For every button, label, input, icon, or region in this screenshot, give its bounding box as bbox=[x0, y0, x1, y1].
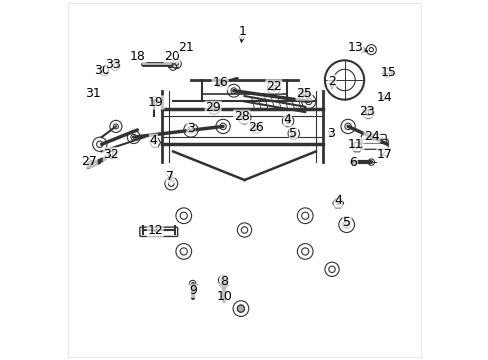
Text: 5: 5 bbox=[289, 127, 297, 140]
Text: 11: 11 bbox=[347, 138, 363, 151]
Text: 25: 25 bbox=[296, 87, 311, 100]
Circle shape bbox=[237, 305, 244, 312]
Text: 4: 4 bbox=[333, 194, 341, 207]
Text: 23: 23 bbox=[358, 105, 374, 118]
Text: 24: 24 bbox=[364, 130, 379, 143]
Text: 6: 6 bbox=[349, 156, 357, 168]
Text: 9: 9 bbox=[188, 284, 196, 297]
Text: 17: 17 bbox=[376, 148, 392, 161]
Text: 5: 5 bbox=[342, 216, 350, 229]
Text: 22: 22 bbox=[265, 80, 281, 93]
Text: 15: 15 bbox=[380, 66, 396, 78]
Text: 26: 26 bbox=[247, 121, 263, 134]
Text: 16: 16 bbox=[212, 76, 227, 89]
Text: 20: 20 bbox=[163, 50, 180, 63]
Text: 14: 14 bbox=[376, 91, 392, 104]
Text: 1: 1 bbox=[238, 25, 246, 38]
Text: 3: 3 bbox=[186, 122, 194, 135]
Text: 18: 18 bbox=[130, 50, 146, 63]
Text: 4: 4 bbox=[283, 113, 291, 126]
Text: 8: 8 bbox=[220, 275, 228, 288]
Text: 29: 29 bbox=[205, 102, 221, 114]
Text: 12: 12 bbox=[147, 224, 163, 237]
Text: 3: 3 bbox=[326, 127, 334, 140]
Text: 13: 13 bbox=[347, 41, 363, 54]
Text: 27: 27 bbox=[81, 155, 97, 168]
Text: 19: 19 bbox=[148, 96, 163, 109]
Text: 2: 2 bbox=[327, 75, 335, 88]
Text: 28: 28 bbox=[233, 110, 249, 123]
Text: 30: 30 bbox=[94, 64, 110, 77]
Text: 31: 31 bbox=[85, 87, 101, 100]
Text: 33: 33 bbox=[105, 58, 121, 72]
Text: 7: 7 bbox=[166, 170, 174, 183]
Text: 21: 21 bbox=[178, 41, 194, 54]
Text: 10: 10 bbox=[217, 289, 232, 303]
Text: 32: 32 bbox=[103, 148, 119, 161]
Text: 4: 4 bbox=[149, 134, 157, 147]
